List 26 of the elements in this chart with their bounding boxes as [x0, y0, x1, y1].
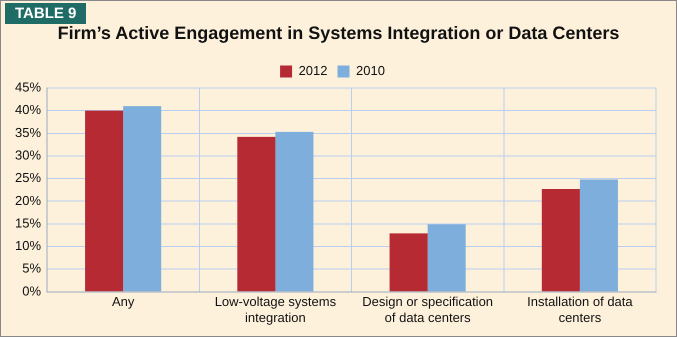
y-tick-label: 15% — [14, 215, 42, 230]
y-tick-label: 10% — [14, 238, 42, 254]
y-tick-label: 5% — [22, 260, 42, 276]
y-tick-label: 20% — [14, 192, 42, 208]
legend-label: 2012 — [298, 63, 328, 78]
x-tick-label: Design or specification of data centers — [362, 294, 494, 325]
bar — [542, 188, 580, 292]
legend-label: 2010 — [356, 63, 385, 78]
y-tick-label: 30% — [14, 148, 42, 163]
y-tick-label: 45% — [14, 80, 42, 95]
bar — [428, 224, 466, 292]
bar — [390, 233, 428, 292]
bar — [275, 132, 314, 292]
x-tick-label: Low-voltage systems integration — [214, 294, 337, 325]
caption: TABLE 9 — [5, 3, 86, 24]
chart-title: Firm’s Active Engagement in Systems Integration or Data Centers — [56, 23, 620, 44]
bar — [123, 106, 162, 292]
x-tick-label: Installation of data centers — [527, 294, 634, 325]
bar — [85, 110, 124, 292]
y-tick-label: 40% — [14, 102, 42, 118]
bar — [237, 136, 276, 292]
y-tick-label: 0% — [22, 283, 42, 298]
bar — [580, 179, 618, 292]
x-tick-label: Any — [112, 294, 135, 310]
y-tick-label: 25% — [14, 170, 42, 186]
y-tick-label: 35% — [14, 124, 42, 140]
